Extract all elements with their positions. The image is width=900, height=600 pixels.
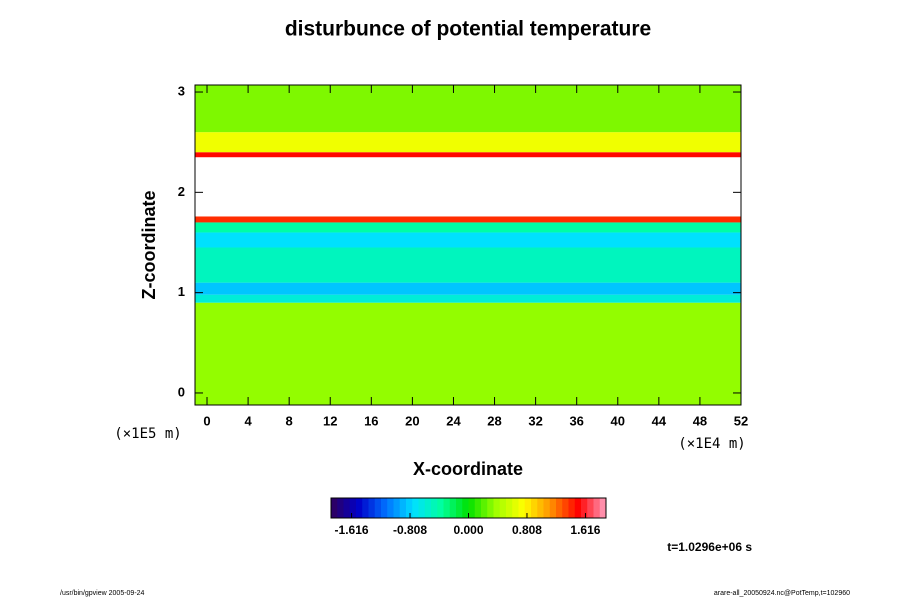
x-unit: (×1E4 m) <box>678 436 745 452</box>
x-tick-label: 48 <box>693 413 707 428</box>
x-tick-label: 44 <box>652 413 667 428</box>
field-band <box>195 157 741 211</box>
colorbar-segment <box>518 498 526 518</box>
colorbar-segment <box>462 498 469 518</box>
colorbar-segment <box>412 498 419 518</box>
field-band <box>195 302 741 405</box>
x-tick-label: 28 <box>487 413 501 428</box>
chart-title: disturbunce of potential temperature <box>285 18 651 41</box>
colorbar-segment <box>587 498 594 518</box>
colorbar-segment <box>506 498 513 518</box>
y-axis-label: Z-coordinate <box>139 190 159 299</box>
colorbar-segment <box>356 498 363 518</box>
colorbar-segment <box>381 498 388 518</box>
colorbar-segment <box>418 498 426 518</box>
field-band <box>195 216 741 223</box>
colorbar-segment <box>468 498 476 518</box>
colorbar-segment <box>368 498 376 518</box>
footer-right: arare-all_20050924.nc@PotTemp,t=102960 <box>714 590 850 597</box>
colorbar-segment <box>374 498 382 518</box>
time-label: t=1.0296e+06 s <box>667 540 752 554</box>
y-tick-label: 3 <box>178 83 185 98</box>
x-tick-label: 16 <box>364 413 378 428</box>
colorbar-segment <box>549 498 557 518</box>
colorbar-segment <box>474 498 482 518</box>
colorbar-tick-label: 1.616 <box>570 523 600 537</box>
colorbar-tick-label: 0.808 <box>512 523 542 537</box>
field-band <box>195 247 741 283</box>
field-band <box>195 85 741 133</box>
x-axis-label: X-coordinate <box>413 459 523 479</box>
field-band <box>195 282 741 295</box>
colorbar-segment <box>331 498 338 518</box>
colorbar-segment <box>399 498 407 518</box>
footer-left: /usr/bin/gpview 2005-09-24 <box>60 590 145 597</box>
colorbar-segment <box>443 498 451 518</box>
colorbar-segment <box>543 498 551 518</box>
colorbar-segment <box>531 498 538 518</box>
x-tick-label: 52 <box>734 413 748 428</box>
colorbar-segment <box>437 498 444 518</box>
colorbar-segment <box>524 498 532 518</box>
colorbar-segment <box>593 498 601 518</box>
y-unit: (×1E5 m) <box>114 426 181 442</box>
colorbar-segment <box>406 498 413 518</box>
colorbar-segment <box>424 498 432 518</box>
colorbar-segment <box>349 498 357 518</box>
y-tick-label: 0 <box>178 384 185 399</box>
colorbar-segment <box>537 498 544 518</box>
x-tick-label: 12 <box>323 413 337 428</box>
field-band <box>195 232 741 248</box>
colorbar-tick-label: 0.000 <box>453 523 483 537</box>
plot-frame <box>194 84 742 406</box>
colorbar-segment <box>343 498 351 518</box>
y-tick-label: 1 <box>178 284 185 299</box>
colorbar-segment <box>393 498 401 518</box>
colorbar-segment <box>581 498 588 518</box>
field-band <box>195 222 741 233</box>
colorbar-segment <box>337 498 344 518</box>
x-tick-label: 24 <box>446 413 461 428</box>
field-band <box>195 152 741 158</box>
field-band <box>195 294 741 303</box>
x-tick-label: 4 <box>244 413 252 428</box>
colorbar-tick-label: -1.616 <box>335 523 369 537</box>
colorbar-segment <box>512 498 519 518</box>
colorbar-segment <box>487 498 494 518</box>
field-band <box>195 210 741 217</box>
colorbar-segment <box>493 498 501 518</box>
colorbar-tick-label: -0.808 <box>393 523 427 537</box>
field-band <box>195 132 741 153</box>
colorbar-segment <box>456 498 463 518</box>
colorbar-segment <box>499 498 507 518</box>
colorbar-segment <box>562 498 569 518</box>
x-tick-label: 8 <box>286 413 293 428</box>
colorbar-segment <box>568 498 576 518</box>
colorbar-segment <box>574 498 582 518</box>
y-tick-label: 2 <box>178 184 185 199</box>
x-tick-label: 36 <box>569 413 583 428</box>
x-tick-label: 32 <box>528 413 542 428</box>
colorbar-segment <box>387 498 394 518</box>
colorbar-segment <box>556 498 563 518</box>
colorbar-segment <box>599 498 607 518</box>
colorbar-segment <box>449 498 457 518</box>
x-tick-label: 20 <box>405 413 419 428</box>
colorbar-segment <box>481 498 488 518</box>
colorbar-segment <box>431 498 438 518</box>
colorbar-segment <box>362 498 369 518</box>
x-tick-label: 0 <box>203 413 210 428</box>
x-tick-label: 40 <box>611 413 625 428</box>
